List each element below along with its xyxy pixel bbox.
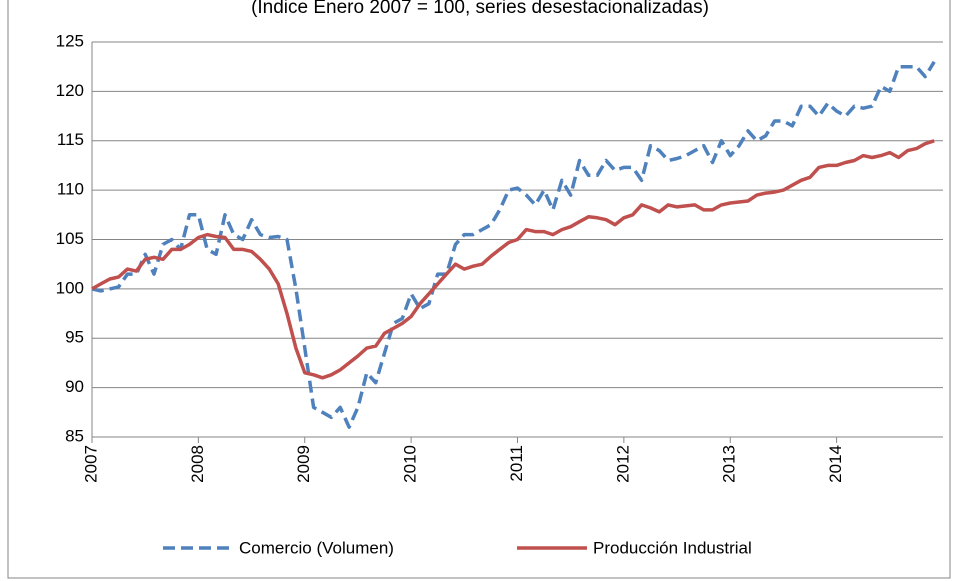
legend-label: Comercio (Volumen) (239, 538, 394, 557)
y-tick-label: 105 (56, 229, 84, 248)
y-tick-label: 95 (65, 328, 84, 347)
line-series (91, 139, 935, 380)
y-tick-label: 110 (57, 180, 84, 199)
x-tick-label: 2008 (188, 445, 207, 483)
x-tick-label: 2007 (81, 445, 100, 483)
y-tick-label: 90 (65, 377, 84, 396)
x-tick-label: 2014 (826, 445, 845, 483)
y-tick-label: 125 (56, 31, 84, 50)
y-tick-label: 100 (56, 278, 84, 297)
x-tick-label: 2010 (401, 445, 420, 483)
legend-label: Producción Industrial (593, 538, 752, 557)
line-series (91, 60, 936, 429)
x-tick-label: 2013 (720, 445, 739, 483)
x-tick-label: 2011 (507, 445, 526, 482)
y-tick-label: 85 (65, 426, 84, 445)
x-tick-label: 2009 (294, 445, 313, 483)
y-tick-label: 120 (56, 81, 84, 100)
chart-title: (Índice Enero 2007 = 100, series desesta… (251, 0, 709, 18)
x-tick-label: 2012 (613, 445, 632, 483)
y-tick-label: 115 (57, 130, 84, 149)
